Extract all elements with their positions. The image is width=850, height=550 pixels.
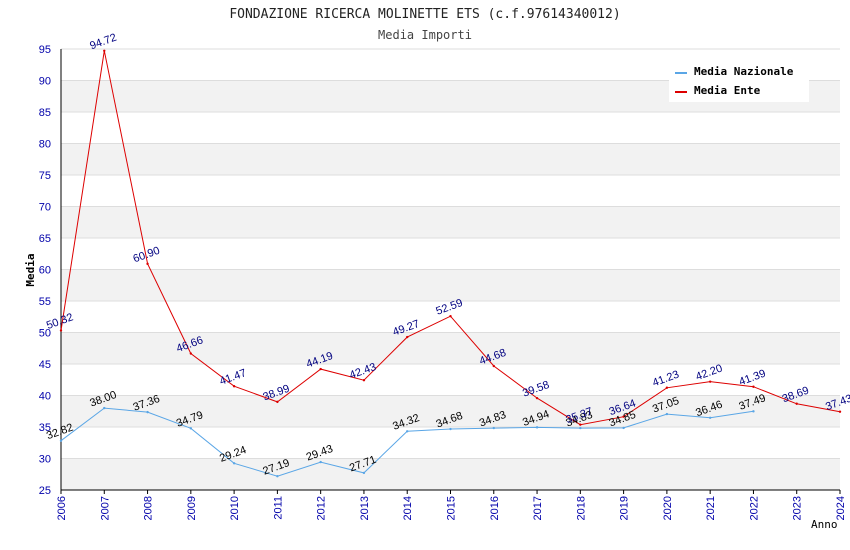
data-point-media-ente — [579, 423, 582, 426]
data-point-media-ente — [319, 367, 322, 371]
x-tick-label: 2019 — [619, 496, 631, 520]
data-point-media-nazionale — [752, 410, 755, 413]
x-tick-label: 2013 — [359, 496, 371, 520]
data-point-media-nazionale — [535, 426, 539, 429]
data-point-media-nazionale — [362, 471, 366, 475]
y-tick-label: 90 — [39, 76, 51, 88]
grid-band — [61, 332, 840, 364]
data-point-media-ente — [59, 329, 63, 332]
data-point-media-nazionale — [406, 430, 409, 433]
grid-band — [61, 206, 840, 238]
data-point-media-ente — [622, 415, 625, 418]
data-point-media-nazionale — [189, 427, 193, 430]
legend-label-media-nazionale: Media Nazionale — [694, 65, 794, 78]
grid-band — [61, 143, 840, 175]
x-tick-label: 2023 — [792, 496, 804, 520]
y-tick-label: 60 — [39, 265, 51, 277]
series-lines — [59, 49, 842, 478]
x-axis: 2006 2007 2008 2009 2010 2011 2012 2013 2014 2015… — [56, 489, 847, 520]
y-tick-label: 45 — [39, 359, 51, 371]
data-point-media-nazionale — [59, 439, 63, 442]
y-tick-label: 25 — [39, 485, 51, 497]
data-point-media-ente — [795, 402, 798, 405]
y-tick-label: 35 — [39, 422, 51, 434]
x-tick-label: 2022 — [748, 496, 760, 520]
y-axis-label: Media — [24, 253, 37, 286]
data-point-media-ente — [838, 410, 842, 413]
y-tick-label: 50 — [39, 328, 51, 340]
data-point-media-nazionale — [665, 412, 669, 416]
x-tick-label: 2014 — [402, 496, 414, 520]
y-tick-label: 75 — [39, 170, 51, 182]
x-tick-label: 2007 — [99, 496, 111, 520]
grid-band — [61, 269, 840, 301]
y-tick-label: 95 — [39, 44, 51, 56]
x-tick-label: 2009 — [186, 496, 198, 520]
x-tick-label: 2008 — [143, 496, 155, 520]
data-point-media-nazionale — [146, 410, 149, 414]
chart-title: FONDAZIONE RICERCA MOLINETTE ETS (c.f.97… — [229, 7, 620, 22]
x-tick-label: 2012 — [316, 496, 328, 520]
grid-band — [61, 395, 840, 427]
data-point-media-nazionale — [708, 416, 712, 420]
data-point-media-ente — [103, 49, 106, 52]
y-tick-label: 55 — [39, 296, 51, 308]
data-point-media-nazionale — [319, 460, 322, 464]
data-point-media-nazionale — [449, 427, 452, 431]
data-point-media-ente — [406, 335, 409, 339]
x-tick-label: 2020 — [662, 496, 674, 520]
data-point-media-ente — [146, 262, 149, 266]
y-axis: 25 30 35 40 45 50 55 60 65 70 75 80 85 90 95 — [39, 44, 62, 497]
data-point-media-nazionale — [622, 426, 625, 430]
x-axis-label: Anno — [811, 518, 838, 531]
y-tick-label: 30 — [39, 454, 51, 466]
legend-box — [669, 60, 809, 102]
data-point-media-nazionale — [276, 475, 279, 478]
y-tick-label: 85 — [39, 107, 51, 119]
data-point-media-ente — [535, 396, 539, 400]
x-tick-label: 2011 — [272, 496, 284, 520]
legend: Media Nazionale Media Ente — [669, 60, 809, 102]
x-tick-label: 2006 — [56, 496, 68, 520]
data-point-media-ente — [665, 386, 669, 389]
data-point-media-ente — [189, 352, 193, 355]
x-tick-label: 2015 — [446, 496, 458, 520]
data-point-media-ente — [362, 378, 366, 382]
y-tick-label: 80 — [39, 139, 51, 151]
data-point-media-ente — [276, 400, 279, 404]
grid-band — [61, 458, 840, 490]
data-point-media-ente — [232, 385, 236, 388]
data-point-media-ente — [752, 385, 755, 388]
data-point-media-nazionale — [232, 462, 236, 465]
data-point-media-ente — [708, 380, 712, 383]
y-tick-label: 40 — [39, 391, 51, 403]
x-tick-label: 2010 — [229, 496, 241, 520]
data-point-media-nazionale — [492, 426, 495, 430]
legend-label-media-ente: Media Ente — [694, 84, 761, 97]
grid-bands — [61, 48, 840, 491]
x-tick-label: 2024 — [835, 496, 847, 520]
x-tick-label: 2018 — [575, 496, 587, 520]
chart-subtitle: Media Importi — [378, 28, 472, 42]
data-point-media-nazionale — [103, 406, 106, 410]
data-point-media-nazionale — [579, 426, 582, 430]
data-point-media-ente — [492, 364, 495, 368]
x-tick-label: 2017 — [532, 496, 544, 520]
y-tick-label: 65 — [39, 233, 51, 245]
data-point-media-ente — [449, 314, 452, 318]
x-tick-label: 2016 — [489, 496, 501, 520]
y-tick-label: 70 — [39, 202, 51, 214]
x-tick-label: 2021 — [705, 496, 717, 520]
